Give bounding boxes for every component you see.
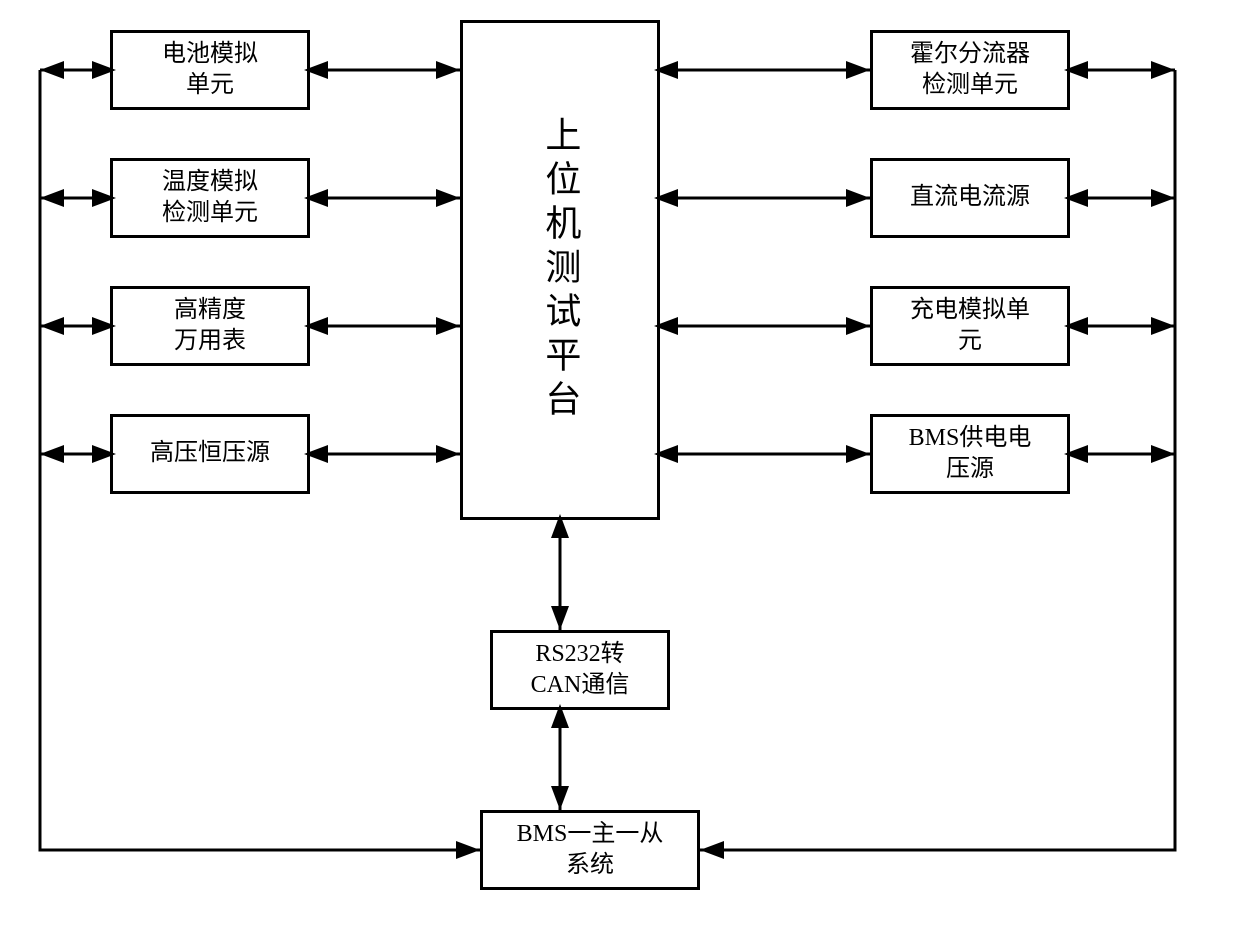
hall-shunt-label: 霍尔分流器 检测单元 xyxy=(910,39,1030,101)
hv-source-label: 高压恒压源 xyxy=(150,438,270,469)
dc-current-source-label: 直流电流源 xyxy=(910,182,1030,213)
temp-sim-detect-box: 温度模拟 检测单元 xyxy=(110,158,310,238)
bms-power-label: BMS供电电 压源 xyxy=(909,423,1032,485)
multimeter-label: 高精度 万用表 xyxy=(174,295,246,357)
battery-sim-unit-box: 电池模拟 单元 xyxy=(110,30,310,110)
battery-sim-unit-label: 电池模拟 单元 xyxy=(162,39,258,101)
dc-current-source-box: 直流电流源 xyxy=(870,158,1070,238)
center-platform-box: 上位机测试平台 xyxy=(460,20,660,520)
temp-sim-detect-label: 温度模拟 检测单元 xyxy=(162,167,258,229)
rs232-can-box: RS232转 CAN通信 xyxy=(490,630,670,710)
bms-system-label: BMS一主一从 系统 xyxy=(517,819,664,881)
center-platform-label: 上位机测试平台 xyxy=(537,116,584,424)
bms-system-box: BMS一主一从 系统 xyxy=(480,810,700,890)
rs232-can-label: RS232转 CAN通信 xyxy=(531,639,630,701)
hv-source-box: 高压恒压源 xyxy=(110,414,310,494)
bms-power-box: BMS供电电 压源 xyxy=(870,414,1070,494)
multimeter-box: 高精度 万用表 xyxy=(110,286,310,366)
charge-sim-label: 充电模拟单 元 xyxy=(910,295,1030,357)
hall-shunt-box: 霍尔分流器 检测单元 xyxy=(870,30,1070,110)
charge-sim-box: 充电模拟单 元 xyxy=(870,286,1070,366)
